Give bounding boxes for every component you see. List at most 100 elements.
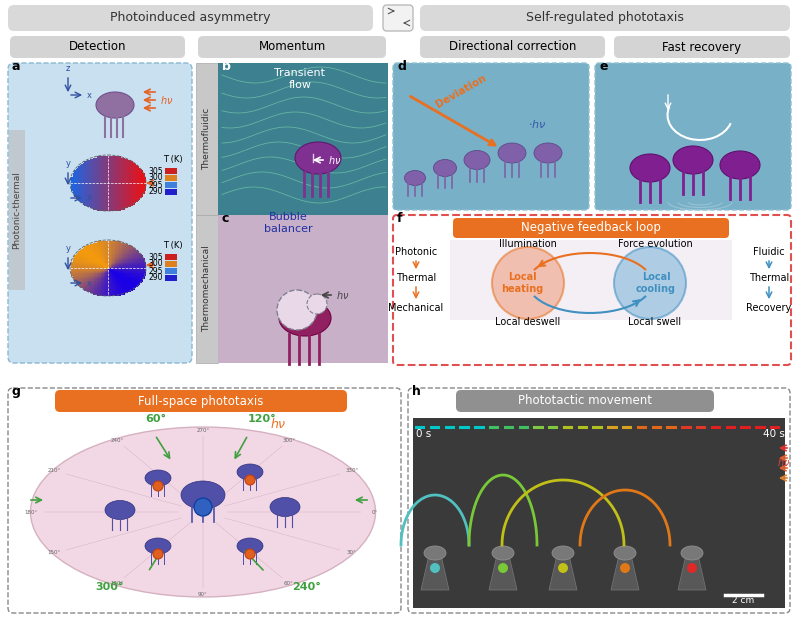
Bar xyxy=(118,252,119,253)
Bar xyxy=(129,193,131,195)
Bar xyxy=(131,177,132,178)
Bar xyxy=(74,175,76,177)
Bar xyxy=(125,206,126,207)
Bar xyxy=(119,263,120,264)
Bar xyxy=(140,188,142,189)
Bar xyxy=(102,260,104,262)
Bar xyxy=(117,262,118,263)
Bar xyxy=(136,184,137,185)
Bar xyxy=(126,254,128,255)
Bar xyxy=(132,267,133,268)
Bar xyxy=(129,290,131,291)
Bar xyxy=(89,174,91,175)
Bar xyxy=(102,288,104,290)
Bar xyxy=(120,197,122,198)
Bar xyxy=(137,269,139,270)
Bar xyxy=(107,166,108,168)
Bar xyxy=(125,286,126,287)
Bar xyxy=(133,250,135,252)
Bar xyxy=(142,278,143,280)
Bar xyxy=(78,281,80,282)
Bar xyxy=(125,250,126,252)
Bar xyxy=(126,268,128,269)
Bar xyxy=(142,272,143,273)
Bar xyxy=(137,273,139,275)
Bar xyxy=(95,188,97,189)
Bar xyxy=(122,277,124,278)
Text: d: d xyxy=(397,60,406,73)
Bar xyxy=(111,287,113,288)
Bar xyxy=(94,263,95,264)
Bar xyxy=(142,170,143,172)
Bar xyxy=(109,174,111,175)
Bar xyxy=(124,200,125,201)
Bar xyxy=(119,275,120,276)
Bar xyxy=(94,273,95,275)
Bar xyxy=(126,250,128,252)
Bar xyxy=(132,273,133,275)
Bar xyxy=(113,192,115,193)
Bar xyxy=(109,286,111,287)
Ellipse shape xyxy=(30,427,376,597)
Bar xyxy=(144,178,146,179)
Bar xyxy=(126,200,128,201)
Bar xyxy=(85,174,87,175)
Bar xyxy=(124,253,125,254)
Bar xyxy=(122,180,124,182)
Bar xyxy=(89,192,91,193)
Bar xyxy=(91,252,93,253)
Bar xyxy=(118,268,119,269)
Bar xyxy=(84,188,85,189)
Bar xyxy=(93,265,94,267)
Bar xyxy=(107,276,108,277)
Bar xyxy=(132,162,133,164)
Text: 305: 305 xyxy=(148,252,163,262)
Bar xyxy=(94,257,95,258)
Bar xyxy=(98,166,100,168)
Bar xyxy=(73,265,74,267)
Bar xyxy=(89,178,91,179)
Bar xyxy=(97,249,98,250)
Bar xyxy=(128,185,129,187)
Bar xyxy=(107,196,108,197)
Circle shape xyxy=(558,563,568,573)
Bar xyxy=(102,174,104,175)
Bar xyxy=(125,177,126,178)
Bar xyxy=(125,275,126,276)
Bar xyxy=(97,205,98,206)
Bar xyxy=(89,269,91,270)
Bar xyxy=(104,258,105,259)
Bar xyxy=(95,180,97,182)
Bar xyxy=(111,250,113,252)
Bar xyxy=(104,175,105,177)
Bar xyxy=(101,189,102,190)
Bar xyxy=(119,258,120,259)
Bar xyxy=(132,161,133,162)
Bar xyxy=(85,250,87,252)
Bar xyxy=(115,268,117,269)
Bar xyxy=(87,255,89,257)
Bar xyxy=(111,242,113,244)
Bar xyxy=(125,175,126,177)
Bar xyxy=(74,185,76,187)
Bar xyxy=(124,157,125,159)
Bar xyxy=(80,277,81,278)
Bar xyxy=(133,268,135,269)
Bar xyxy=(97,168,98,169)
Bar xyxy=(95,195,97,196)
Bar xyxy=(142,180,143,182)
Bar xyxy=(117,210,118,211)
Bar xyxy=(107,245,108,246)
Bar xyxy=(135,188,136,189)
Bar xyxy=(137,253,139,254)
Bar xyxy=(91,201,93,202)
Bar xyxy=(111,270,113,272)
Bar xyxy=(85,195,87,196)
Bar xyxy=(120,255,122,257)
Bar xyxy=(84,259,85,260)
Bar xyxy=(137,282,139,283)
Bar xyxy=(95,259,97,260)
FancyBboxPatch shape xyxy=(614,36,790,58)
Bar xyxy=(74,257,76,258)
Circle shape xyxy=(492,247,564,319)
